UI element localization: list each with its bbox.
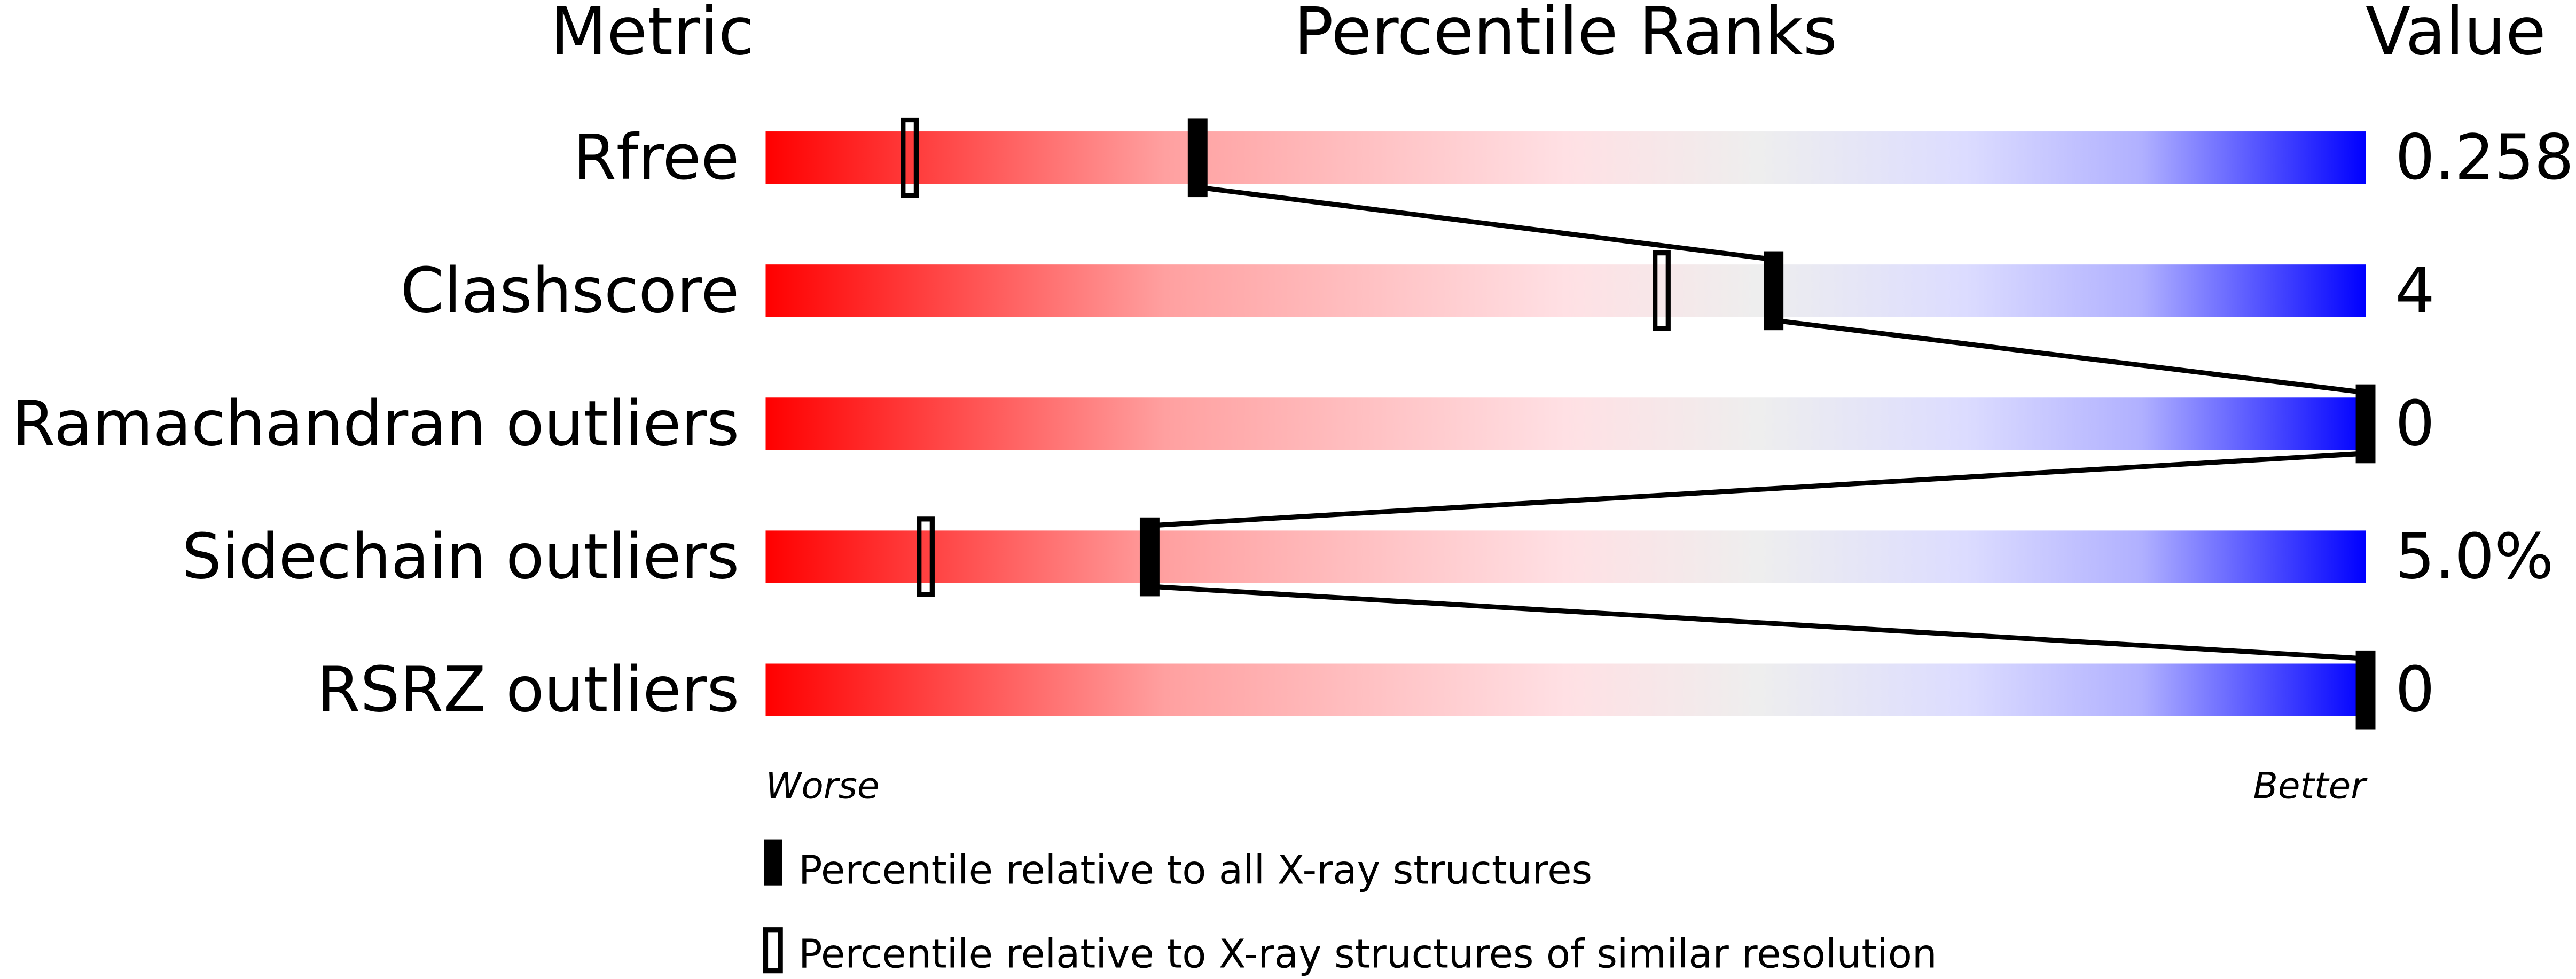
header-metric: Metric: [550, 0, 754, 70]
metric-label: Sidechain outliers: [182, 521, 739, 593]
percentile-bar: [765, 131, 2366, 184]
legend-label-all: Percentile relative to all X-ray structu…: [798, 848, 1592, 894]
percentile-bar: [765, 264, 2366, 317]
header-value: Value: [2366, 0, 2546, 70]
marker-all-structures: [1764, 251, 1784, 331]
marker-all-structures: [1139, 517, 1160, 597]
marker-all-structures: [2355, 650, 2376, 730]
legend-label-similar: Percentile relative to X-ray structures …: [798, 931, 1937, 977]
metric-value: 0: [2395, 654, 2434, 726]
legend-filled-marker: [764, 839, 782, 886]
metric-value: 5.0%: [2395, 521, 2554, 593]
marker-all-structures: [1187, 118, 1208, 198]
marker-similar-resolution: [917, 516, 935, 597]
metric-label: Ramachandran outliers: [12, 387, 739, 460]
legend-open-marker: [763, 927, 783, 974]
marker-similar-resolution: [901, 117, 919, 198]
metric-label: RSRZ outliers: [317, 654, 739, 726]
better-label: Better: [2253, 765, 2368, 807]
connector-line: [1149, 451, 2366, 528]
connector-line: [1197, 185, 1774, 262]
metric-label: Clashscore: [401, 254, 740, 327]
connector-line: [1773, 318, 2366, 395]
marker-all-structures: [2355, 384, 2376, 464]
metric-value: 4: [2395, 254, 2434, 327]
worse-label: Worse: [765, 765, 879, 807]
metric-value: 0.258: [2395, 121, 2574, 194]
percentile-bar: [765, 530, 2366, 583]
percentile-bar: [765, 663, 2366, 716]
percentile-bar: [765, 397, 2366, 450]
header-percentile-ranks: Percentile Ranks: [1294, 0, 1837, 70]
metric-value: 0: [2395, 387, 2434, 460]
metric-label: Rfree: [573, 121, 740, 194]
marker-similar-resolution: [1653, 250, 1671, 331]
connector-line: [1149, 584, 2366, 661]
